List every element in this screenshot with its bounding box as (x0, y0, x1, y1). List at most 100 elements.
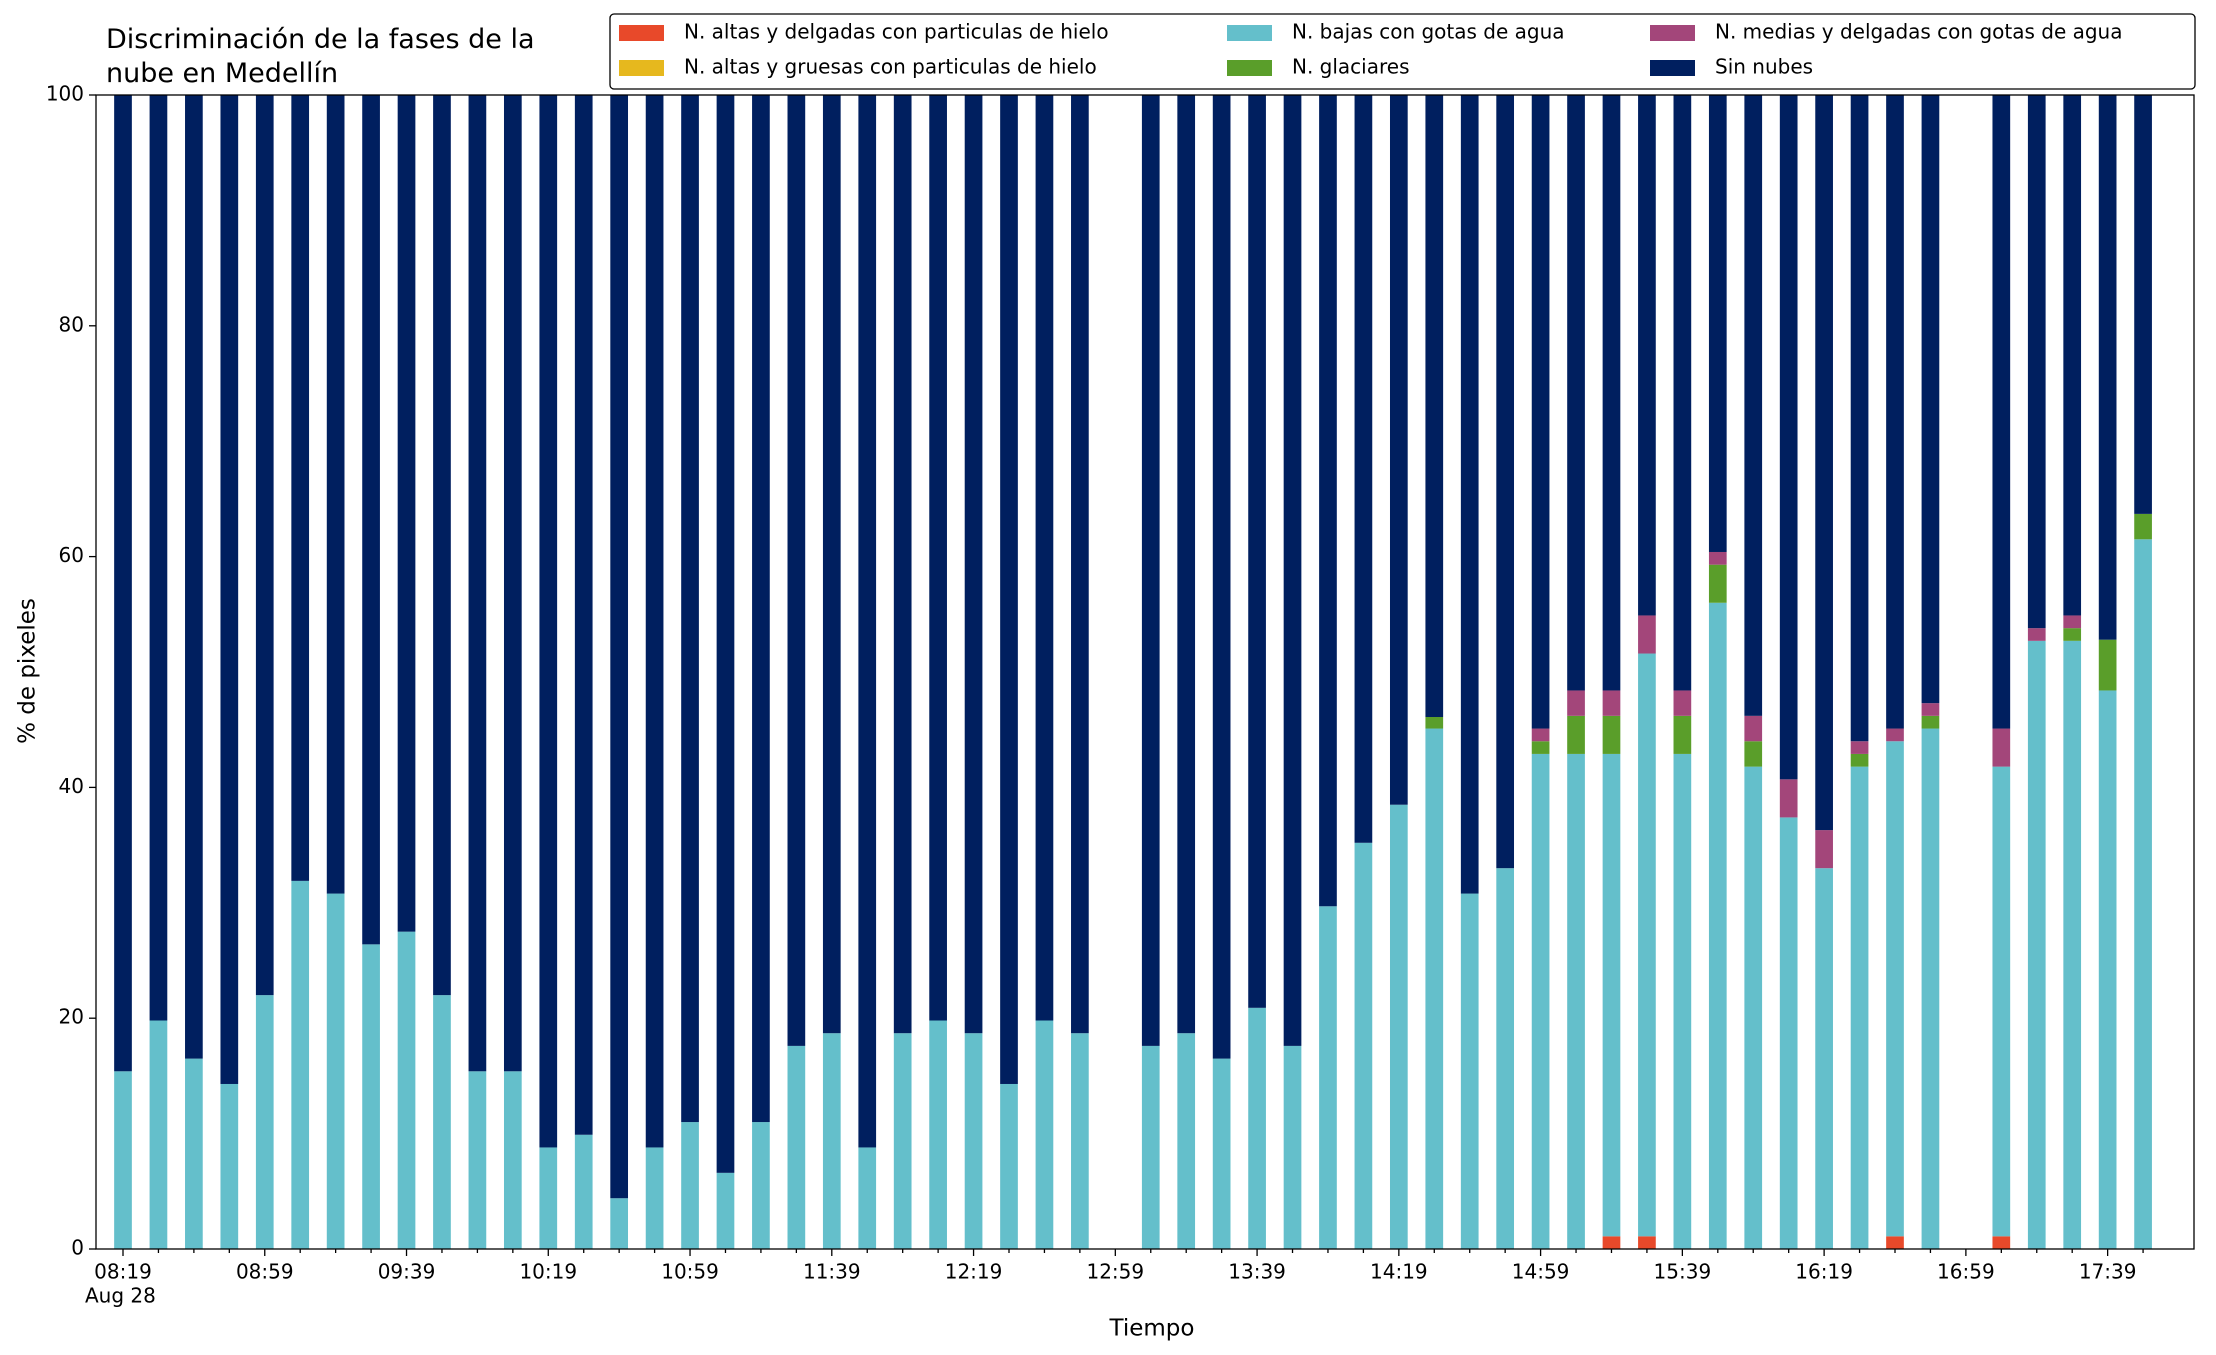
legend-swatch (1650, 25, 1695, 41)
bar-segment (1000, 95, 1018, 1084)
bar-segment (1212, 1058, 1231, 1249)
legend-label: N. glaciares (1292, 55, 1410, 79)
bar-segment (610, 1198, 629, 1249)
bar-segment (858, 1147, 877, 1249)
bar-segment (1141, 1045, 1160, 1249)
bar-segment (362, 944, 380, 1249)
x-axis-label: Tiempo (1109, 1316, 1195, 1342)
x-tick-label: 14:19 (1370, 1260, 1428, 1284)
bar-segment (326, 893, 345, 1249)
bar-segment (1708, 95, 1727, 552)
bar-segment (503, 95, 522, 1072)
bar-segment (1602, 715, 1621, 754)
bar-segment (220, 1083, 239, 1249)
bar-segment (1638, 1236, 1656, 1249)
legend-swatch (1650, 60, 1695, 76)
bar-segment (929, 95, 947, 1021)
bar-segment (1602, 690, 1621, 716)
bar-segment (1354, 95, 1373, 843)
bar-segment (291, 880, 310, 1249)
x-date-label: Aug 28 (85, 1284, 156, 1308)
bar-segment (2027, 95, 2046, 629)
bar-segment (1567, 690, 1585, 716)
bar-segment (822, 1033, 841, 1249)
bar-segment (893, 1033, 912, 1249)
bar-segment (1850, 766, 1869, 1249)
bar-segment (1638, 653, 1656, 1237)
x-tick-label: 14:59 (1512, 1260, 1570, 1284)
bar-segment (1744, 741, 1763, 767)
bar-segment (220, 95, 239, 1084)
bar-segment (1744, 766, 1763, 1249)
bar-segment (1638, 615, 1656, 654)
bar-segment (1283, 95, 1302, 1046)
bar-segment (1673, 95, 1692, 691)
bar-segment (681, 95, 699, 1123)
bar-segment (1496, 868, 1515, 1249)
bar-segment (255, 95, 274, 996)
bar-segment (1602, 1236, 1621, 1249)
bar-segment (2063, 628, 2082, 641)
bar-segment (114, 95, 132, 1072)
bar-segment (929, 1020, 947, 1249)
bar-segment (539, 1147, 558, 1249)
bar-segment (149, 95, 168, 1021)
bar-segment (893, 95, 912, 1034)
y-tick-label: 80 (59, 312, 84, 336)
bar-segment (1177, 95, 1196, 1034)
bar-segment (1071, 1033, 1089, 1249)
bar-segment (1531, 753, 1550, 1249)
legend-label: N. bajas con gotas de agua (1292, 20, 1565, 44)
chart-title: Discriminación de la fases de la nube en … (106, 24, 535, 89)
bar-segment (1248, 1007, 1266, 1249)
bar-segment (1602, 95, 1621, 691)
bar-segment (2063, 95, 2082, 616)
bar-segment (503, 1071, 522, 1249)
bar-segment (1921, 715, 1940, 729)
bar-segment (1850, 741, 1869, 754)
x-tick-label: 08:59 (236, 1260, 294, 1284)
bar-segment (574, 1134, 593, 1249)
bar-segment (1602, 753, 1621, 1237)
bar-segment (1283, 1045, 1302, 1249)
bar-segment (1886, 95, 1904, 729)
bar-segment (1248, 95, 1266, 1008)
legend-label: N. medias y delgadas con gotas de agua (1715, 20, 2123, 44)
bar-segment (1567, 715, 1585, 754)
x-tick-label: 17:39 (2079, 1260, 2137, 1284)
bar-segment (2063, 640, 2082, 1249)
bar-segment (716, 1172, 735, 1249)
bar-segment (1886, 741, 1904, 1237)
bar-segment (1319, 906, 1337, 1249)
bar-segment (397, 931, 416, 1249)
bar-segment (1673, 715, 1692, 754)
x-tick-label: 11:39 (803, 1260, 861, 1284)
bar-segment (787, 95, 806, 1046)
bar-segment (1921, 95, 1940, 704)
bar-segment (1779, 95, 1798, 780)
bar-segment (681, 1122, 699, 1249)
bar-segment (822, 95, 841, 1034)
legend-swatch (1227, 60, 1272, 76)
legend-label: N. altas y gruesas con particulas de hie… (684, 55, 1097, 79)
bar-segment (1779, 779, 1798, 818)
bar-segment (1035, 1020, 1054, 1249)
bar-segment (1992, 728, 2011, 767)
bar-segment (610, 95, 629, 1199)
bar-segment (2134, 513, 2152, 540)
bar-segment (645, 95, 664, 1148)
bar-segment (1389, 95, 1408, 805)
bar-segment (1531, 95, 1550, 729)
bar-segment (1567, 753, 1585, 1249)
bar-segment (1815, 95, 1833, 831)
bar-segment (397, 95, 416, 932)
bar-segment (964, 1033, 983, 1249)
bar-segment (1531, 728, 1550, 742)
bar-segment (1815, 830, 1833, 869)
bar-segment (1744, 95, 1763, 716)
y-tick-label: 0 (71, 1236, 84, 1260)
title-line: Discriminación de la fases de la (106, 24, 535, 55)
x-tick-label: 16:59 (1937, 1260, 1995, 1284)
bar-segment (2063, 615, 2082, 629)
bar-segment (752, 95, 770, 1123)
